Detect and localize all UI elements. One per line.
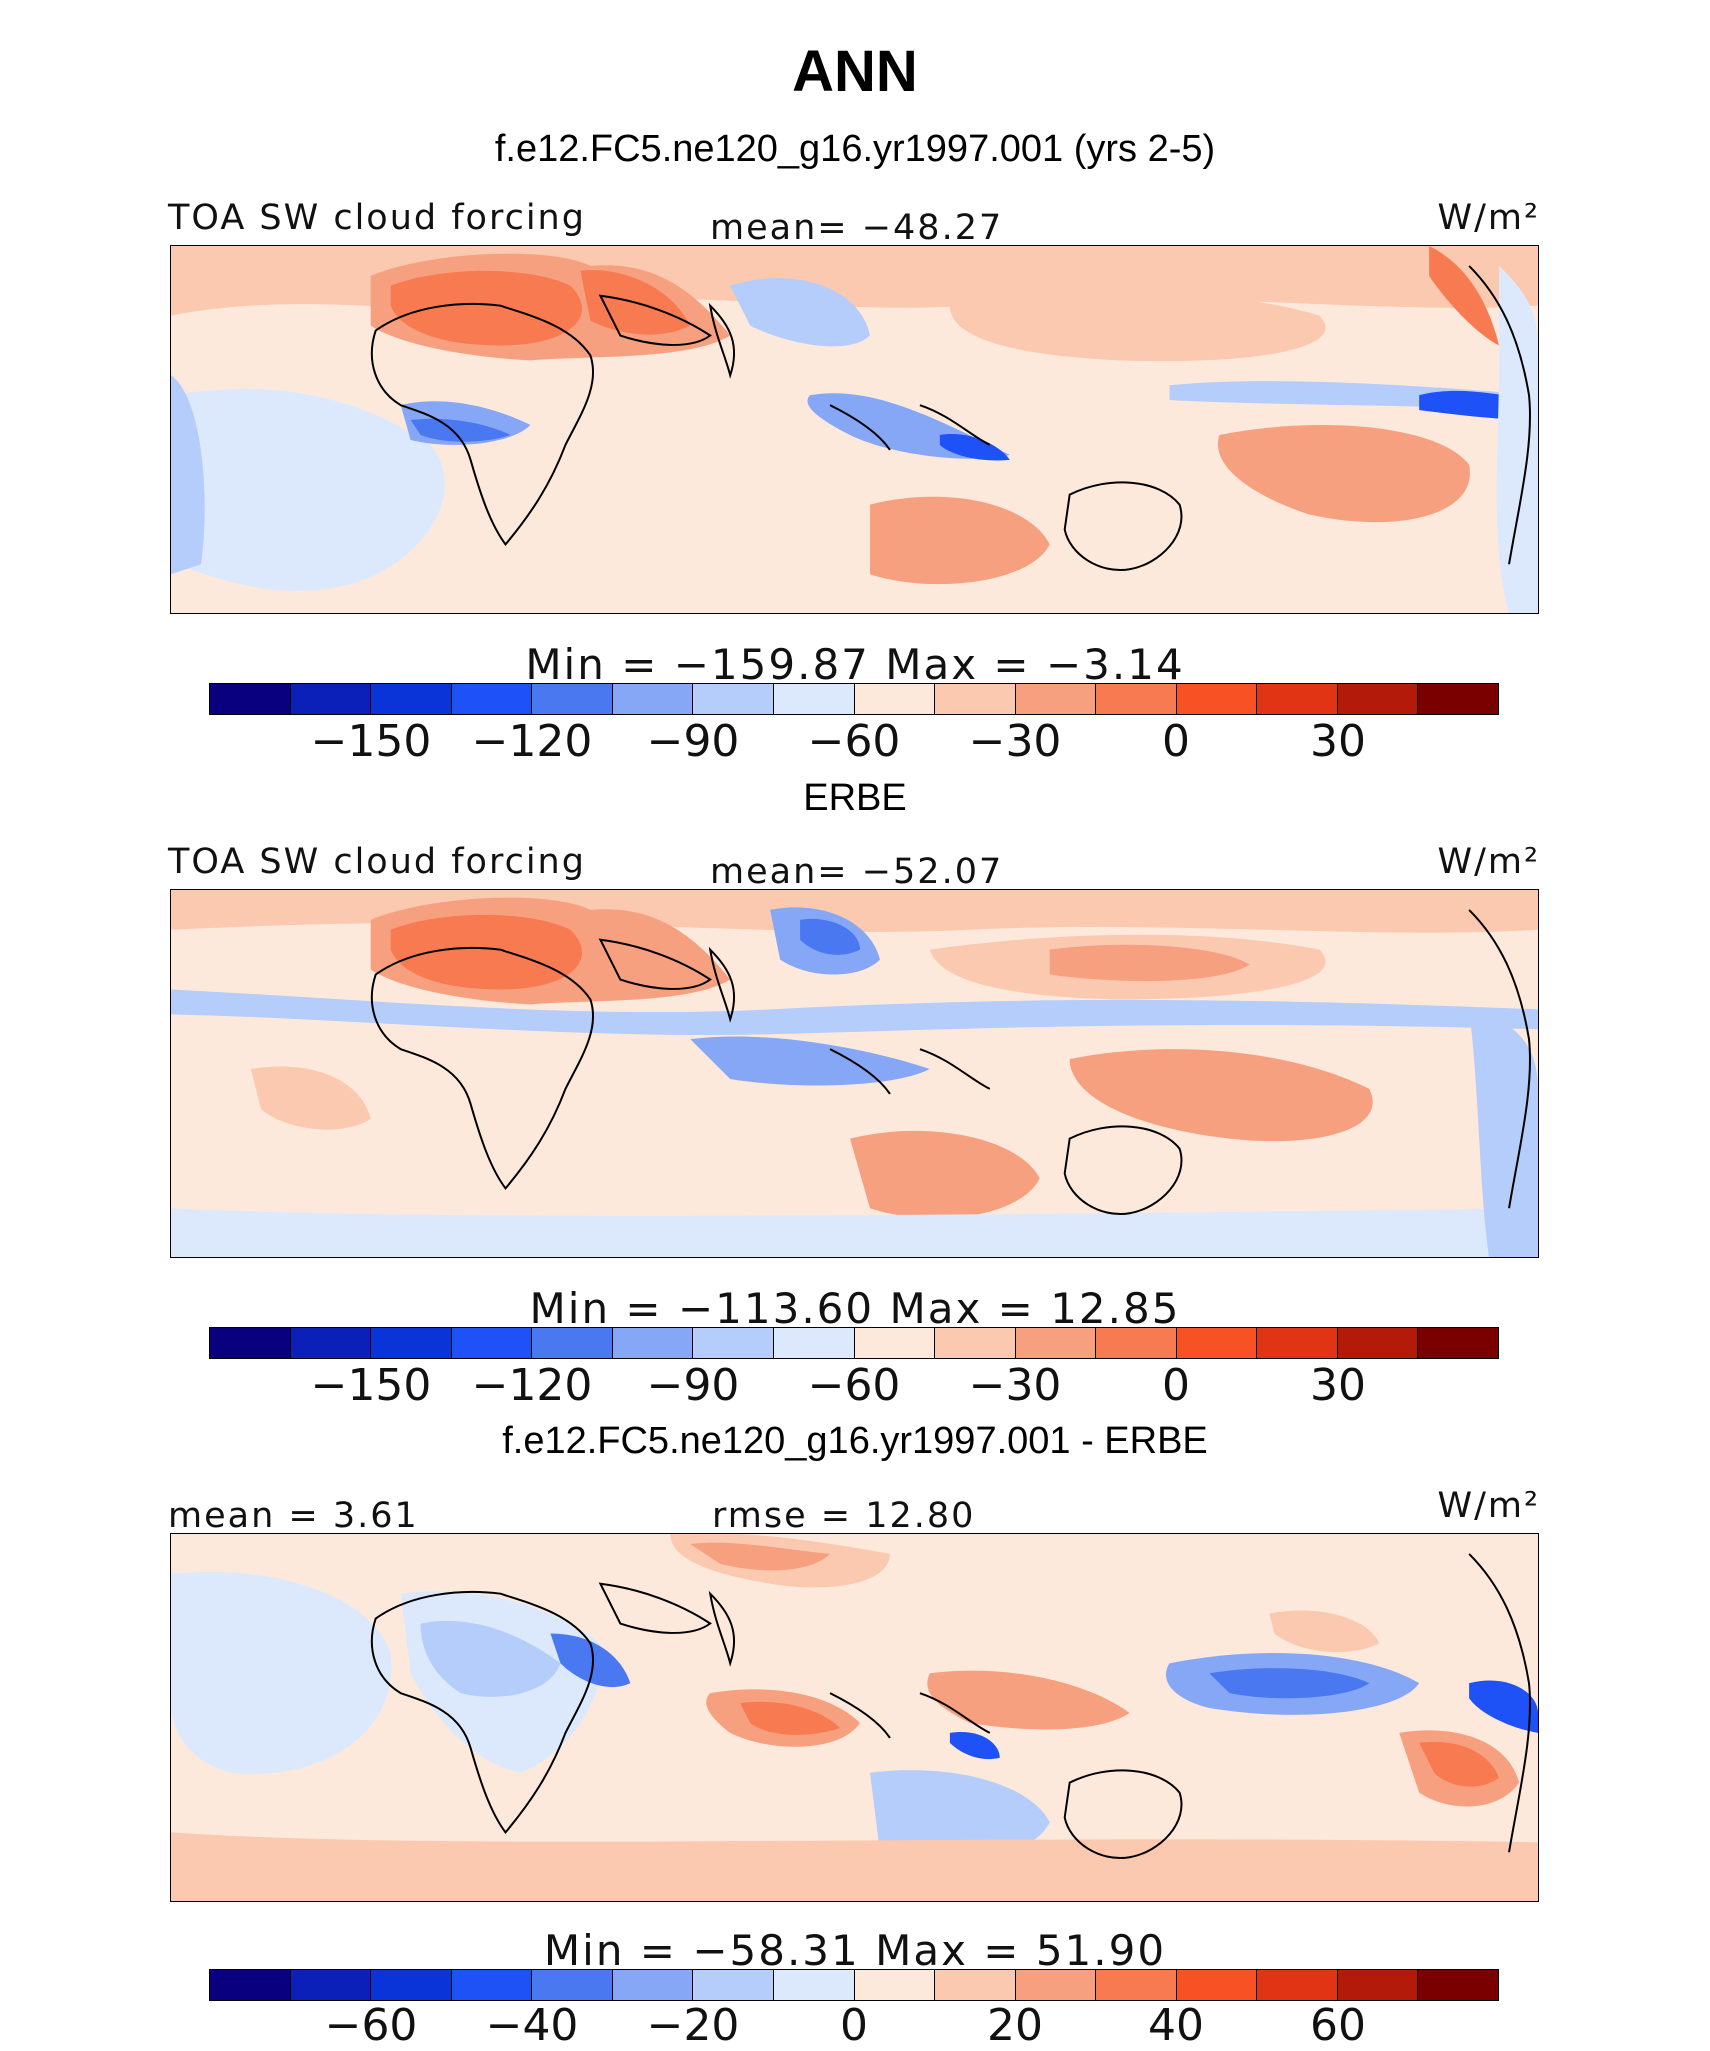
colorbar-swatch: [1015, 1328, 1097, 1358]
colorbar-swatch: [693, 1970, 774, 2000]
colorbar-swatch: [451, 1970, 533, 2000]
panel-3-minmax: Min = −58.31 Max = 51.90: [543, 1926, 1167, 1975]
colorbar-swatch: [290, 1328, 372, 1358]
colorbar-swatch: [1015, 684, 1097, 714]
panel-1-mean-label: mean= −48.27: [710, 208, 1004, 248]
panel-1-minmax: Min = −159.87 Max = −3.14: [525, 640, 1185, 689]
colorbar-swatch: [1096, 684, 1177, 714]
colorbar-swatch: [773, 684, 855, 714]
panel-3-tick: −60: [324, 2000, 418, 2051]
panel-2-units-label: W/m²: [1437, 842, 1540, 882]
panel-1-tick: −120: [471, 716, 593, 767]
panel-2-title: ERBE: [803, 777, 907, 819]
panel-1-tick: 0: [1162, 716, 1190, 767]
panel-3-tick: −40: [485, 2000, 579, 2051]
colorbar-swatch: [1418, 684, 1498, 714]
panel-1-tick: −30: [968, 716, 1062, 767]
colorbar-swatch: [371, 1328, 452, 1358]
colorbar-swatch: [854, 1970, 936, 2000]
panel-1-variable-label: TOA SW cloud forcing: [168, 198, 586, 238]
colorbar-swatch: [451, 1328, 533, 1358]
panel-3-units-label: W/m²: [1437, 1486, 1540, 1526]
colorbar-swatch: [1418, 1970, 1498, 2000]
colorbar-swatch: [935, 1970, 1016, 2000]
panel-2-mean-label: mean= −52.07: [710, 852, 1004, 892]
panel-3-map: [170, 1533, 1539, 1902]
colorbar-swatch: [532, 1970, 613, 2000]
panel-1-colorbar: [209, 683, 1499, 715]
panel-2-tick: 30: [1310, 1360, 1366, 1411]
panel-1-tick: −60: [807, 716, 901, 767]
colorbar-swatch: [1176, 1970, 1258, 2000]
colorbar-swatch: [1257, 1970, 1338, 2000]
panel-2-colorbar: [209, 1327, 1499, 1359]
colorbar-swatch: [773, 1970, 855, 2000]
panel-3-tick: −20: [646, 2000, 740, 2051]
colorbar-swatch: [290, 684, 372, 714]
panel-3-tick: 40: [1148, 2000, 1204, 2051]
panel-1-title: f.e12.FC5.ne120_g16.yr1997.001 (yrs 2-5): [494, 128, 1216, 170]
panel-1-units-label: W/m²: [1437, 198, 1540, 238]
colorbar-swatch: [1337, 684, 1419, 714]
colorbar-swatch: [210, 1328, 291, 1358]
panel-1-tick: −150: [310, 716, 432, 767]
colorbar-swatch: [1418, 1328, 1498, 1358]
panel-1-tick: 30: [1310, 716, 1366, 767]
colorbar-swatch: [612, 1328, 694, 1358]
colorbar-swatch: [612, 684, 694, 714]
colorbar-swatch: [1257, 1328, 1338, 1358]
colorbar-swatch: [532, 684, 613, 714]
panel-3-rmse-label: rmse = 12.80: [712, 1496, 976, 1536]
panel-2-tick: −120: [471, 1360, 593, 1411]
panel-2-tick: −90: [646, 1360, 740, 1411]
colorbar-swatch: [371, 1970, 452, 2000]
panel-2-tick: −150: [310, 1360, 432, 1411]
panel-2-tick: −60: [807, 1360, 901, 1411]
panel-2-variable-label: TOA SW cloud forcing: [168, 842, 586, 882]
colorbar-swatch: [1096, 1328, 1177, 1358]
figure-title: ANN: [792, 39, 918, 104]
panel-3-tick: 0: [840, 2000, 868, 2051]
panel-3-title: f.e12.FC5.ne120_g16.yr1997.001 - ERBE: [502, 1420, 1208, 1462]
colorbar-swatch: [1015, 1970, 1097, 2000]
colorbar-swatch: [612, 1970, 694, 2000]
colorbar-swatch: [693, 1328, 774, 1358]
colorbar-swatch: [371, 684, 452, 714]
colorbar-swatch: [290, 1970, 372, 2000]
colorbar-swatch: [1176, 684, 1258, 714]
panel-2-map: [170, 889, 1539, 1258]
colorbar-swatch: [773, 1328, 855, 1358]
colorbar-swatch: [1176, 1328, 1258, 1358]
panel-3-mean-label: mean = 3.61: [168, 1496, 419, 1536]
colorbar-swatch: [935, 1328, 1016, 1358]
colorbar-swatch: [532, 1328, 613, 1358]
colorbar-swatch: [854, 684, 936, 714]
colorbar-swatch: [935, 684, 1016, 714]
colorbar-swatch: [693, 684, 774, 714]
colorbar-swatch: [1337, 1328, 1419, 1358]
panel-1-tick: −90: [646, 716, 740, 767]
colorbar-swatch: [210, 684, 291, 714]
panel-3-colorbar: [209, 1969, 1499, 2001]
panel-2-tick: −30: [968, 1360, 1062, 1411]
colorbar-swatch: [1337, 1970, 1419, 2000]
panel-1-map: [170, 245, 1539, 614]
panel-3-tick: 60: [1310, 2000, 1366, 2051]
colorbar-swatch: [1257, 684, 1338, 714]
colorbar-swatch: [451, 684, 533, 714]
colorbar-swatch: [210, 1970, 291, 2000]
panel-2-minmax: Min = −113.60 Max = 12.85: [529, 1284, 1181, 1333]
colorbar-swatch: [854, 1328, 936, 1358]
colorbar-swatch: [1096, 1970, 1177, 2000]
panel-3-tick: 20: [987, 2000, 1043, 2051]
panel-2-tick: 0: [1162, 1360, 1190, 1411]
